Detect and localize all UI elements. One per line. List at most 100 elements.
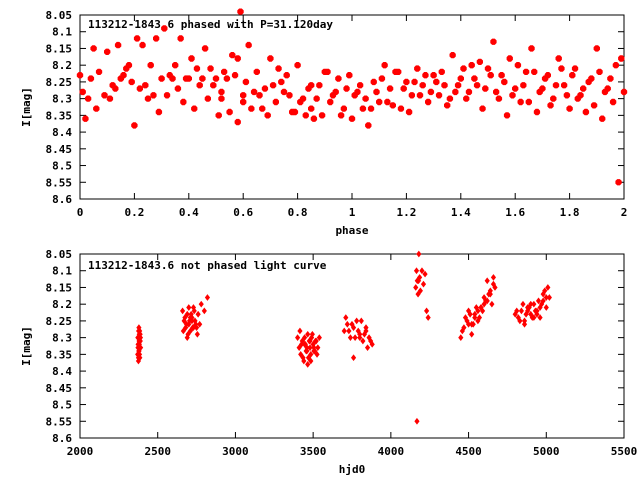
data-point (220, 68, 228, 75)
data-point (189, 317, 195, 325)
data-point (566, 105, 573, 112)
data-point (525, 307, 531, 315)
data-point (574, 95, 581, 102)
data-point (419, 267, 425, 275)
data-point (490, 38, 497, 45)
data-point (535, 297, 542, 305)
data-point (397, 105, 405, 112)
data-point (400, 85, 407, 92)
y-tick-label: 8.1 (52, 26, 72, 39)
data-point (370, 78, 377, 86)
data-point (310, 115, 318, 122)
data-point (463, 95, 470, 102)
data-point (231, 72, 239, 79)
data-point (555, 55, 562, 62)
data-point (223, 75, 231, 82)
data-point (147, 62, 154, 69)
data-point (259, 105, 266, 112)
data-point (305, 330, 311, 338)
data-point (563, 92, 571, 99)
data-point (191, 105, 198, 112)
plot-frame (79, 14, 625, 200)
x-tick-label: 1.2 (396, 206, 416, 219)
data-point (509, 92, 516, 99)
data-point (286, 92, 293, 99)
data-point (302, 112, 309, 119)
data-point (457, 75, 465, 82)
data-point (85, 95, 92, 102)
data-point (139, 41, 146, 49)
data-point (256, 92, 263, 99)
data-point (318, 112, 326, 119)
data-point (309, 330, 315, 338)
data-point (495, 95, 503, 102)
x-tick-label: 1.8 (560, 206, 580, 219)
x-tick-label: 4000 (378, 445, 405, 458)
data-point (569, 72, 576, 79)
data-point (346, 327, 352, 335)
data-point (316, 334, 322, 341)
data-point (472, 314, 478, 321)
x-tick-label: 0.2 (124, 206, 144, 219)
x-tick-label: 1.4 (451, 206, 471, 219)
data-point (316, 82, 323, 89)
x-tick-label: 3000 (222, 445, 249, 458)
data-point (327, 98, 334, 106)
data-point (386, 85, 394, 92)
data-points (76, 8, 628, 186)
x-tick-label: 1.6 (505, 206, 525, 219)
data-point (150, 92, 157, 99)
data-point (558, 65, 565, 72)
data-point (607, 75, 614, 82)
plot-frame (79, 253, 625, 439)
data-point (465, 307, 472, 315)
data-point (125, 62, 133, 69)
data-point (187, 327, 193, 335)
data-point (620, 88, 628, 96)
data-point (311, 347, 317, 355)
data-point (182, 75, 190, 82)
data-point (142, 82, 149, 89)
data-point (612, 62, 619, 69)
data-point (415, 290, 421, 298)
data-point (460, 65, 467, 72)
data-point (446, 95, 454, 102)
data-point (531, 314, 537, 321)
y-tick-label: 8.4 (52, 365, 72, 378)
data-point (373, 88, 380, 96)
data-point (307, 337, 313, 345)
data-point (128, 78, 135, 86)
data-point (163, 92, 171, 99)
y-tick-label: 8.35 (46, 348, 73, 361)
data-point (193, 320, 199, 328)
data-point (571, 65, 579, 72)
data-point (340, 105, 348, 112)
y-tick-label: 8.2 (52, 59, 72, 72)
data-point (487, 290, 493, 298)
data-point (424, 98, 432, 106)
y-tick-label: 8.5 (52, 399, 72, 412)
data-point (468, 62, 475, 69)
data-point (405, 108, 413, 116)
y-tick-label: 8.05 (46, 9, 73, 22)
data-point (135, 354, 142, 362)
data-point (234, 55, 241, 62)
y-tick-label: 8.6 (52, 432, 72, 445)
data-point (481, 300, 487, 308)
data-point (197, 320, 203, 328)
data-points (135, 250, 552, 425)
x-tick-label: 4500 (455, 445, 482, 458)
data-point (357, 334, 363, 341)
data-point (152, 35, 160, 42)
data-point (427, 88, 435, 96)
data-point (305, 354, 312, 362)
data-point (425, 314, 431, 321)
data-point (343, 314, 349, 321)
data-point (413, 267, 420, 275)
data-point (253, 68, 261, 75)
data-point (335, 75, 342, 82)
data-point (534, 310, 540, 318)
data-point (305, 361, 311, 368)
data-point (452, 88, 459, 96)
data-point (465, 88, 473, 96)
